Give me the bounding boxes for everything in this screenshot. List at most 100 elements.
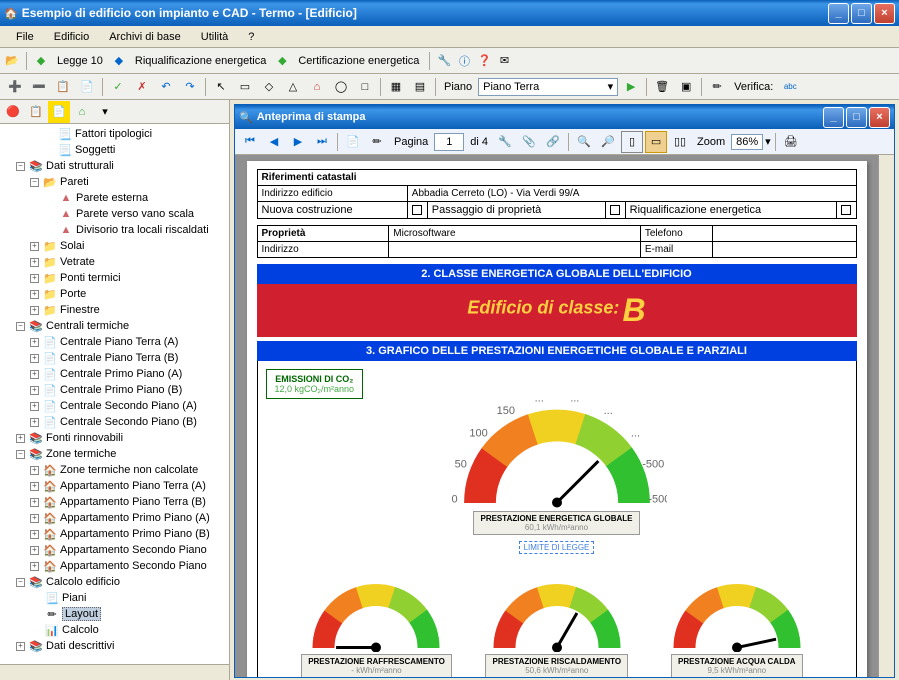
book-green2-icon[interactable]: ◆ <box>274 53 290 69</box>
preview-max-button[interactable]: □ <box>846 107 867 128</box>
tree-node[interactable]: 📃Fattori tipologici <box>2 126 227 142</box>
pointer-icon[interactable]: ↖ <box>210 76 232 98</box>
win-icon[interactable]: ▣ <box>675 76 697 98</box>
riqual-label[interactable]: Riqualificazione energetica <box>131 55 270 67</box>
shape1-icon[interactable]: ▭ <box>234 76 256 98</box>
tree-btn1[interactable]: 🔴 <box>2 101 24 123</box>
tree-node[interactable]: +📄Centrale Primo Piano (A) <box>2 366 227 382</box>
tree-node[interactable]: +📄Centrale Secondo Piano (A) <box>2 398 227 414</box>
tree-node[interactable]: ▲Parete verso vano scala <box>2 206 227 222</box>
mail-icon[interactable]: ✉ <box>496 53 512 69</box>
piano-dropdown[interactable]: Piano Terra▾ <box>478 78 618 96</box>
close-button[interactable]: × <box>874 3 895 24</box>
nav-first-icon[interactable]: ⏮ <box>239 131 261 153</box>
book-green-icon[interactable]: ◆ <box>33 53 49 69</box>
shape3-icon[interactable]: △ <box>282 76 304 98</box>
minimize-button[interactable]: _ <box>828 3 849 24</box>
tree-node[interactable]: −📂Pareti <box>2 174 227 190</box>
maximize-button[interactable]: □ <box>851 3 872 24</box>
copy-icon[interactable]: 📋 <box>52 76 74 98</box>
preview-close-button[interactable]: × <box>869 107 890 128</box>
shape2-icon[interactable]: ◇ <box>258 76 280 98</box>
check-green-icon[interactable]: ✓ <box>107 76 129 98</box>
undo-icon[interactable]: ↶ <box>155 76 177 98</box>
zoom-dropdown-icon[interactable]: ▾ <box>765 135 771 148</box>
paste-icon[interactable]: 📄 <box>76 76 98 98</box>
edit-icon[interactable]: ✏ <box>366 131 388 153</box>
tree-node[interactable]: +🏠Appartamento Primo Piano (A) <box>2 510 227 526</box>
menu-help[interactable]: ? <box>238 29 264 45</box>
tool-icon-1[interactable]: 🔧 <box>436 53 452 69</box>
print-icon[interactable]: 🖨 <box>780 131 802 153</box>
nav-prev-icon[interactable]: ◀ <box>263 131 285 153</box>
tree-node[interactable]: 📃Piani <box>2 590 227 606</box>
tree-node[interactable]: −📚Centrali termiche <box>2 318 227 334</box>
pencil-icon[interactable]: ✏ <box>706 76 728 98</box>
tree-node[interactable]: +📁Porte <box>2 286 227 302</box>
tree-node[interactable]: 📊Calcolo <box>2 622 227 638</box>
layer-icon[interactable]: ▤ <box>409 76 431 98</box>
fit-page-icon[interactable]: ▯ <box>621 131 643 153</box>
zoom-in-icon[interactable]: 🔎 <box>597 131 619 153</box>
page-input[interactable] <box>434 133 464 151</box>
tree-node[interactable]: +🏠Appartamento Secondo Piano <box>2 542 227 558</box>
tree-node[interactable]: ▲Divisorio tra locali riscaldati <box>2 222 227 238</box>
tree-node[interactable]: +📄Centrale Piano Terra (A) <box>2 334 227 350</box>
tree-node[interactable]: +📁Ponti termici <box>2 270 227 286</box>
open-icon[interactable]: 📂 <box>4 53 20 69</box>
tree-node[interactable]: −📚Dati strutturali <box>2 158 227 174</box>
new-icon[interactable]: ➕ <box>4 76 26 98</box>
menu-archivi[interactable]: Archivi di base <box>99 29 191 45</box>
zoom-out-icon[interactable]: 🔍 <box>573 131 595 153</box>
tree-node[interactable]: −📚Calcolo edificio <box>2 574 227 590</box>
legge10-label[interactable]: Legge 10 <box>53 55 107 67</box>
menu-edificio[interactable]: Edificio <box>44 29 99 45</box>
tree-node[interactable]: +🏠Appartamento Piano Terra (B) <box>2 494 227 510</box>
tool-b-icon[interactable]: 📎 <box>518 131 540 153</box>
tree-btn2[interactable]: 📋 <box>25 101 47 123</box>
tree-node-layout[interactable]: ✏Layout <box>2 606 227 622</box>
zoom-value[interactable]: 86% <box>731 134 763 150</box>
tree-node[interactable]: +📚Dati descrittivi <box>2 638 227 654</box>
fit-2page-icon[interactable]: ▯▯ <box>669 131 691 153</box>
tree-node[interactable]: 📃Soggetti <box>2 142 227 158</box>
home-icon[interactable]: ⌂ <box>306 76 328 98</box>
preview-vscroll[interactable] <box>878 155 894 677</box>
nav-next-icon[interactable]: ▶ <box>287 131 309 153</box>
sidebar-hscroll[interactable] <box>0 664 229 680</box>
info-icon[interactable]: ⓘ <box>456 53 472 69</box>
tree-node[interactable]: +🏠Appartamento Secondo Piano <box>2 558 227 574</box>
tree-node[interactable]: +📚Fonti rinnovabili <box>2 430 227 446</box>
tree-node[interactable]: −📚Zone termiche <box>2 446 227 462</box>
nav-last-icon[interactable]: ⏭ <box>311 131 333 153</box>
grid-icon[interactable]: ▦ <box>385 76 407 98</box>
tool-a-icon[interactable]: 🔧 <box>494 131 516 153</box>
book-blue-icon[interactable]: ◆ <box>111 53 127 69</box>
delete-icon[interactable]: ➖ <box>28 76 50 98</box>
tree-node[interactable]: +🏠Appartamento Piano Terra (A) <box>2 478 227 494</box>
doc-icon[interactable]: 📄 <box>342 131 364 153</box>
shape5-icon[interactable]: ◯ <box>330 76 352 98</box>
fit-width-icon[interactable]: ▭ <box>645 131 667 153</box>
redo-icon[interactable]: ↷ <box>179 76 201 98</box>
tree-node[interactable]: +📄Centrale Primo Piano (B) <box>2 382 227 398</box>
menu-utilita[interactable]: Utilità <box>191 29 239 45</box>
cert-label[interactable]: Certificazione energetica <box>294 55 423 67</box>
tree-node[interactable]: +📄Centrale Secondo Piano (B) <box>2 414 227 430</box>
tree-node[interactable]: +📁Finestre <box>2 302 227 318</box>
tree-node[interactable]: +📁Solai <box>2 238 227 254</box>
tree-btn5[interactable]: ▾ <box>94 101 116 123</box>
abc-icon[interactable]: abc <box>779 76 801 98</box>
tree-node[interactable]: +🏠Zone termiche non calcolate <box>2 462 227 478</box>
tree-btn4[interactable]: ⌂ <box>71 101 93 123</box>
tree-node[interactable]: +📁Vetrate <box>2 254 227 270</box>
help-icon[interactable]: ❓ <box>476 53 492 69</box>
del-icon[interactable]: 🗑 <box>651 76 673 98</box>
menu-file[interactable]: File <box>6 29 44 45</box>
shape6-icon[interactable]: □ <box>354 76 376 98</box>
x-red-icon[interactable]: ✗ <box>131 76 153 98</box>
tree-btn3[interactable]: 📄 <box>48 101 70 123</box>
preview-min-button[interactable]: _ <box>823 107 844 128</box>
tree-node[interactable]: ▲Parete esterna <box>2 190 227 206</box>
piano-go-icon[interactable]: ▶ <box>620 76 642 98</box>
